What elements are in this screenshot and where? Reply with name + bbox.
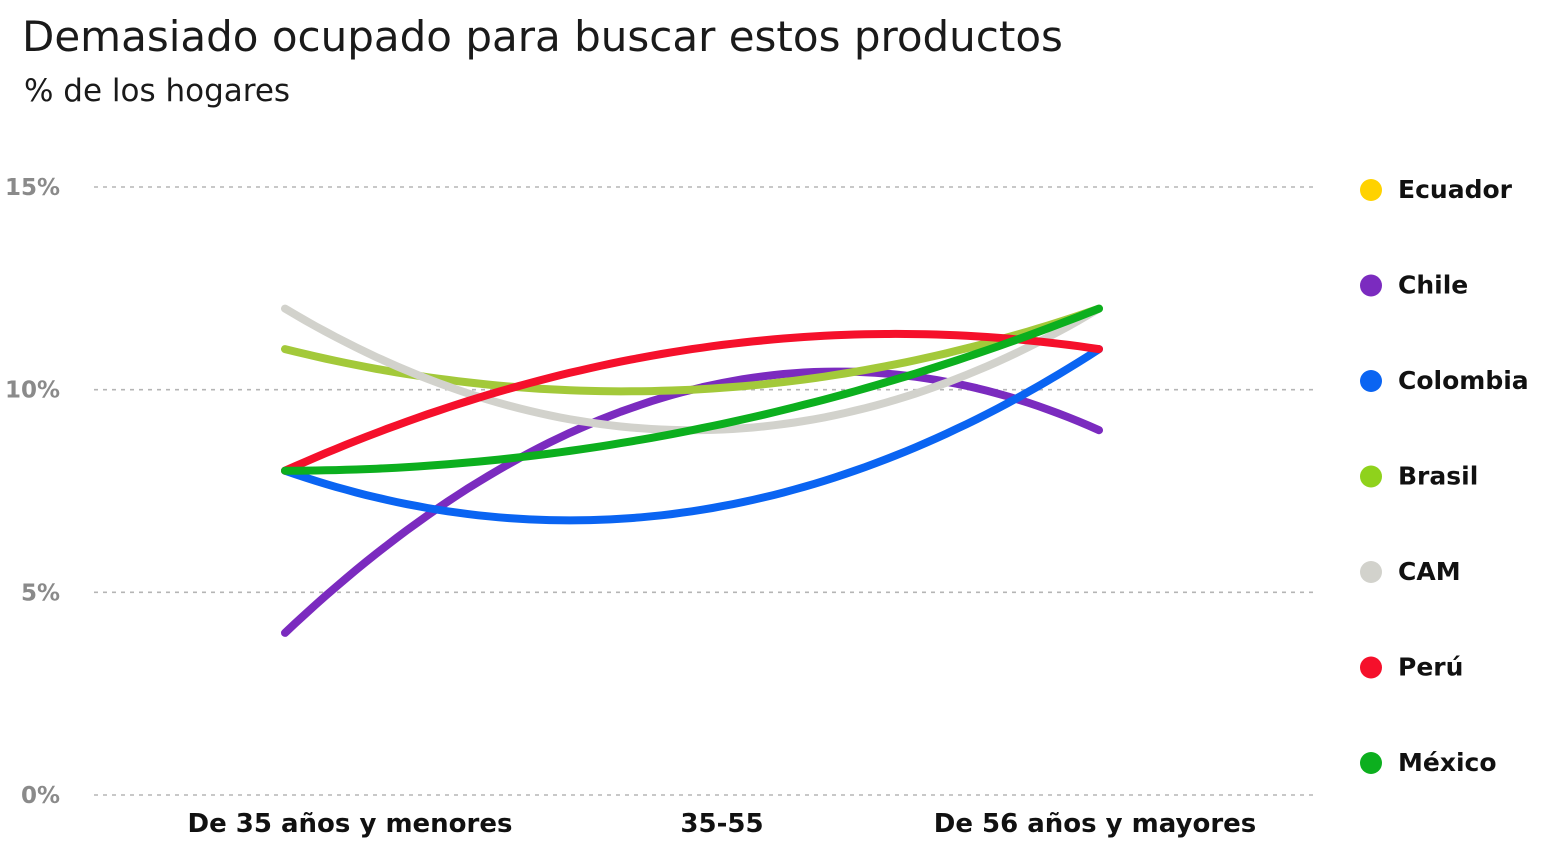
legend: Ecuador Chile Colombia Brasil CAM Perú México: [1360, 175, 1529, 777]
legend-label-ecuador: Ecuador: [1398, 175, 1513, 204]
legend-label-peru: Perú: [1398, 653, 1463, 682]
legend-swatch-ecuador: [1360, 179, 1382, 201]
gridlines: [94, 186, 1316, 796]
legend-label-cam: CAM: [1398, 557, 1461, 586]
legend-label-brasil: Brasil: [1398, 462, 1478, 491]
legend-swatch-brasil: [1360, 465, 1382, 488]
legend-label-mexico: México: [1398, 748, 1497, 777]
y-tick-label: 0%: [21, 783, 60, 809]
legend-swatch-mexico: [1360, 752, 1382, 774]
legend-label-chile: Chile: [1398, 271, 1468, 300]
legend-label-colombia: Colombia: [1398, 366, 1529, 395]
y-tick-label: 15%: [5, 175, 60, 201]
legend-swatch-chile: [1360, 274, 1382, 297]
x-category-label: De 56 años y mayores: [934, 809, 1257, 839]
y-tick-label: 10%: [5, 378, 60, 404]
x-category-label: 35-55: [680, 809, 763, 839]
y-tick-label: 5%: [21, 580, 60, 606]
x-axis-categories: De 35 años y menores 35-55 De 56 años y ma…: [188, 809, 1257, 839]
legend-swatch-cam: [1360, 561, 1382, 583]
series-line-cam: [281, 304, 1103, 435]
series-line-colombia: [281, 345, 1103, 525]
series-lines: [281, 304, 1103, 637]
legend-swatch-peru: [1360, 656, 1382, 679]
y-axis-ticks: 0% 5% 10% 15%: [5, 175, 60, 809]
legend-swatch-colombia: [1360, 370, 1382, 392]
x-category-label: De 35 años y menores: [188, 809, 513, 839]
series-line-peru: [281, 329, 1103, 475]
series-line-mexico: [281, 304, 1103, 475]
chart-subtitle: % de los hogares: [24, 73, 291, 109]
chart-title: Demasiado ocupado para buscar estos prod…: [22, 12, 1063, 61]
